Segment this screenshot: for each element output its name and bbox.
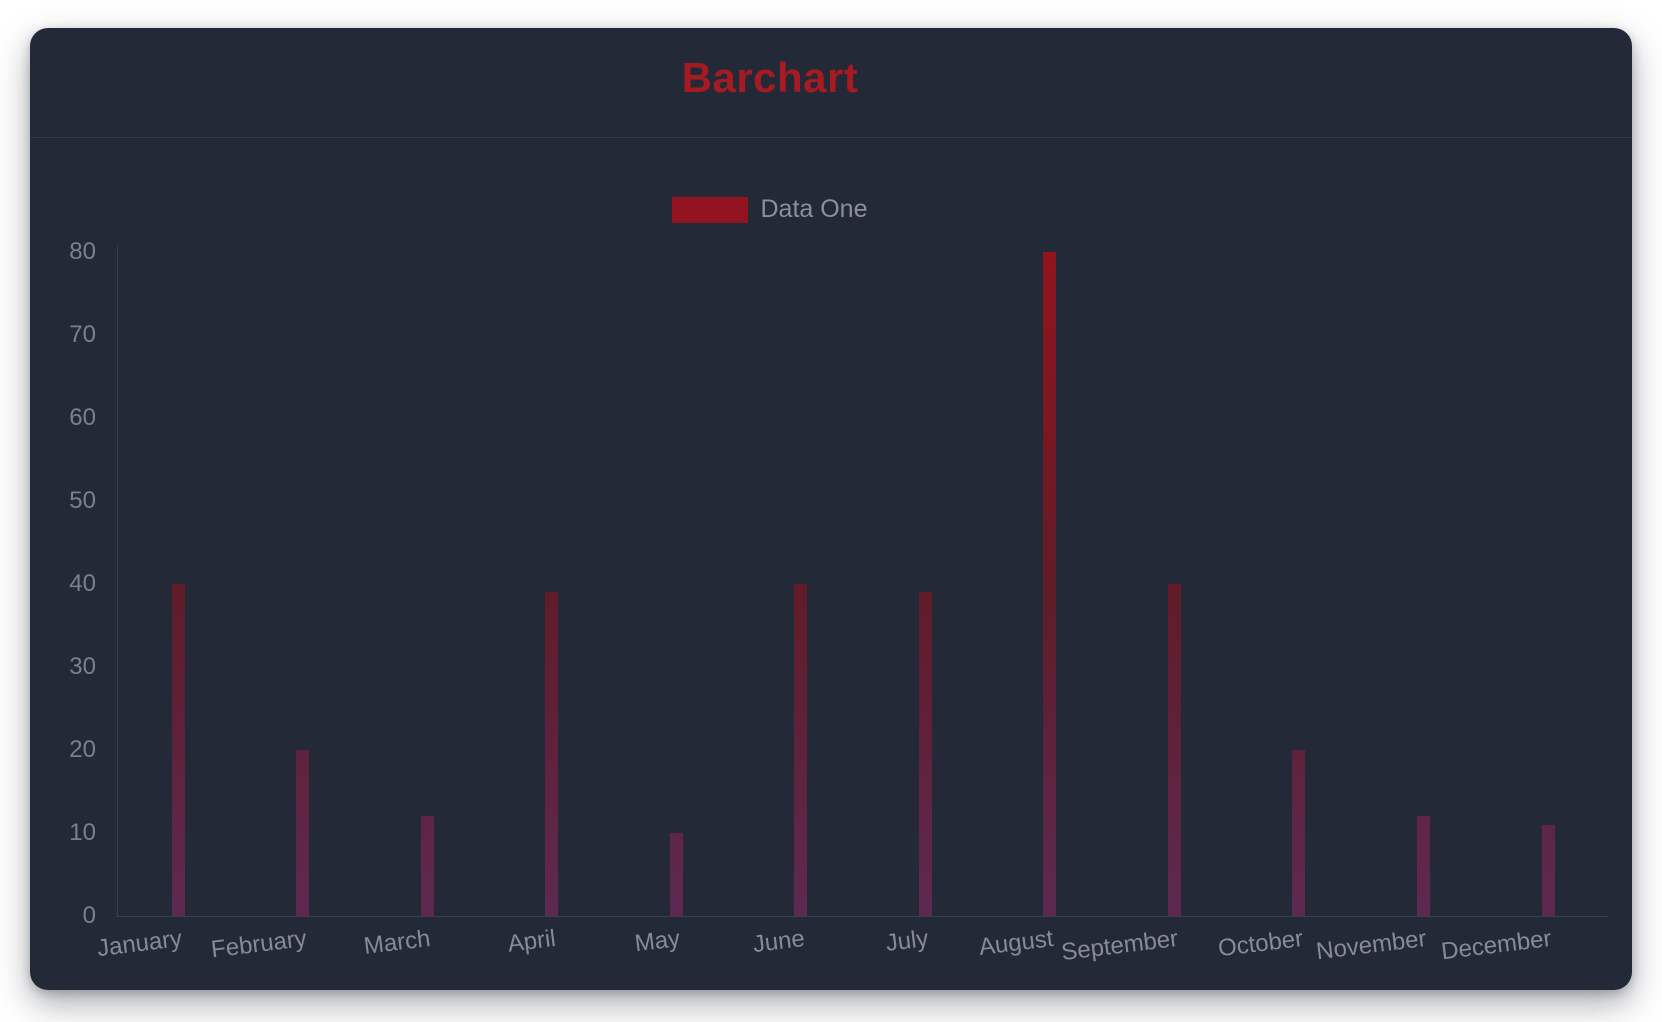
bar-april[interactable]: [545, 592, 558, 916]
legend-swatch-icon: [672, 196, 749, 223]
x-axis-label-december: December: [1439, 925, 1554, 966]
y-tick-label-40: 40: [69, 570, 96, 597]
x-axis-label-november: November: [1314, 925, 1429, 966]
header-divider: [30, 137, 1632, 138]
x-axis-label-march: March: [362, 925, 433, 960]
x-axis-label-january: January: [95, 925, 184, 963]
x-axis-label-august: August: [977, 925, 1056, 961]
bar-february[interactable]: [296, 750, 309, 916]
bar-march[interactable]: [421, 816, 434, 916]
y-tick-label-10: 10: [69, 819, 96, 846]
x-axis-label-july: July: [884, 925, 931, 958]
x-axis-label-september: September: [1059, 925, 1180, 967]
y-tick-label-50: 50: [69, 487, 96, 514]
y-tick-label-20: 20: [69, 736, 96, 763]
x-axis-label-october: October: [1216, 925, 1305, 963]
chart-card: Barchart Data One 0 10 20 30 40 50 60 70 80 Janu…: [30, 28, 1632, 990]
bar-december[interactable]: [1542, 825, 1555, 916]
x-axis-baseline: [117, 916, 1608, 917]
y-tick-label-80: 80: [69, 238, 96, 265]
bar-chart-plot-area: 0 10 20 30 40 50 60 70 80 January February March Ap…: [30, 28, 1632, 990]
x-axis-label-february: February: [209, 925, 309, 964]
bar-july[interactable]: [919, 592, 932, 916]
x-axis-label-june: June: [751, 925, 807, 959]
legend-label: Data One: [760, 195, 868, 223]
y-tick-label-70: 70: [69, 321, 96, 348]
y-tick-label-60: 60: [69, 404, 96, 431]
x-axis-label-april: April: [506, 925, 558, 958]
bar-november[interactable]: [1417, 816, 1430, 916]
legend[interactable]: Data One: [30, 195, 1510, 224]
bar-october[interactable]: [1292, 750, 1305, 916]
bar-january[interactable]: [172, 584, 185, 916]
bar-may[interactable]: [670, 833, 683, 916]
y-tick-label-0: 0: [82, 902, 96, 929]
chart-title: Barchart: [681, 54, 859, 101]
x-axis-label-may: May: [632, 925, 682, 958]
y-axis-line: [117, 246, 118, 917]
bar-august[interactable]: [1043, 252, 1056, 916]
y-tick-label-30: 30: [69, 653, 96, 680]
bar-june[interactable]: [794, 584, 807, 916]
bar-september[interactable]: [1168, 584, 1181, 916]
